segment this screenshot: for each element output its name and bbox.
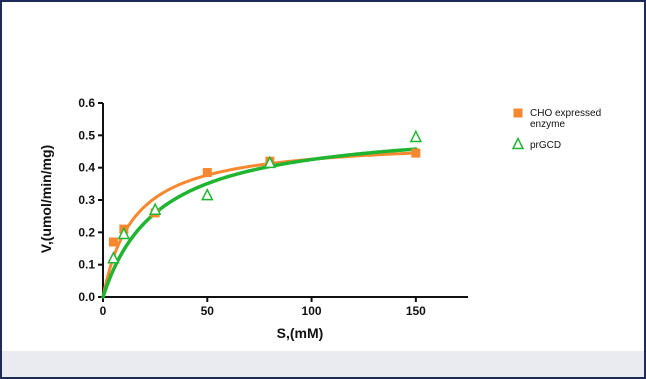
data-point — [263, 155, 277, 169]
data-point — [148, 202, 162, 215]
y-tick-label: 0.0 — [78, 290, 95, 304]
legend-label: prGCD — [530, 140, 561, 151]
data-point — [411, 148, 421, 158]
y-tick-label: 0.5 — [78, 128, 95, 142]
x-tick-label: 150 — [406, 304, 426, 318]
tick-labels: 0.0 0.1 0.2 0.3 0.4 0.5 0.6 0 50 100 150 — [78, 96, 426, 318]
data-point — [107, 251, 120, 264]
legend-label: CHO expressed enzyme — [530, 108, 601, 130]
legend-marker — [511, 136, 525, 150]
y-tick-label: 0.2 — [78, 225, 95, 239]
data-point — [409, 129, 423, 143]
axes — [98, 102, 468, 302]
data-point — [117, 226, 131, 240]
legend: CHO expressed enzyme prGCD — [511, 108, 601, 151]
data-points — [107, 129, 423, 264]
x-axis-label: S,(mM) — [277, 325, 324, 341]
x-tick-label: 0 — [100, 304, 107, 318]
x-tick-label: 50 — [201, 304, 215, 318]
fit-curve — [101, 151, 418, 299]
x-tick-label: 100 — [302, 304, 322, 318]
data-point — [108, 237, 118, 247]
y-tick-label: 0.4 — [78, 161, 95, 175]
y-tick-label: 0.1 — [78, 258, 95, 272]
fit-curves — [101, 147, 418, 299]
fit-curve — [101, 147, 418, 299]
y-tick-label: 0.3 — [78, 193, 95, 207]
y-axis-label: V,(umol/min/mg) — [38, 145, 54, 253]
legend-marker — [513, 108, 523, 118]
data-point — [201, 187, 214, 201]
data-point — [202, 168, 212, 178]
y-tick-label: 0.6 — [78, 96, 95, 110]
bottom-strip — [2, 351, 644, 377]
